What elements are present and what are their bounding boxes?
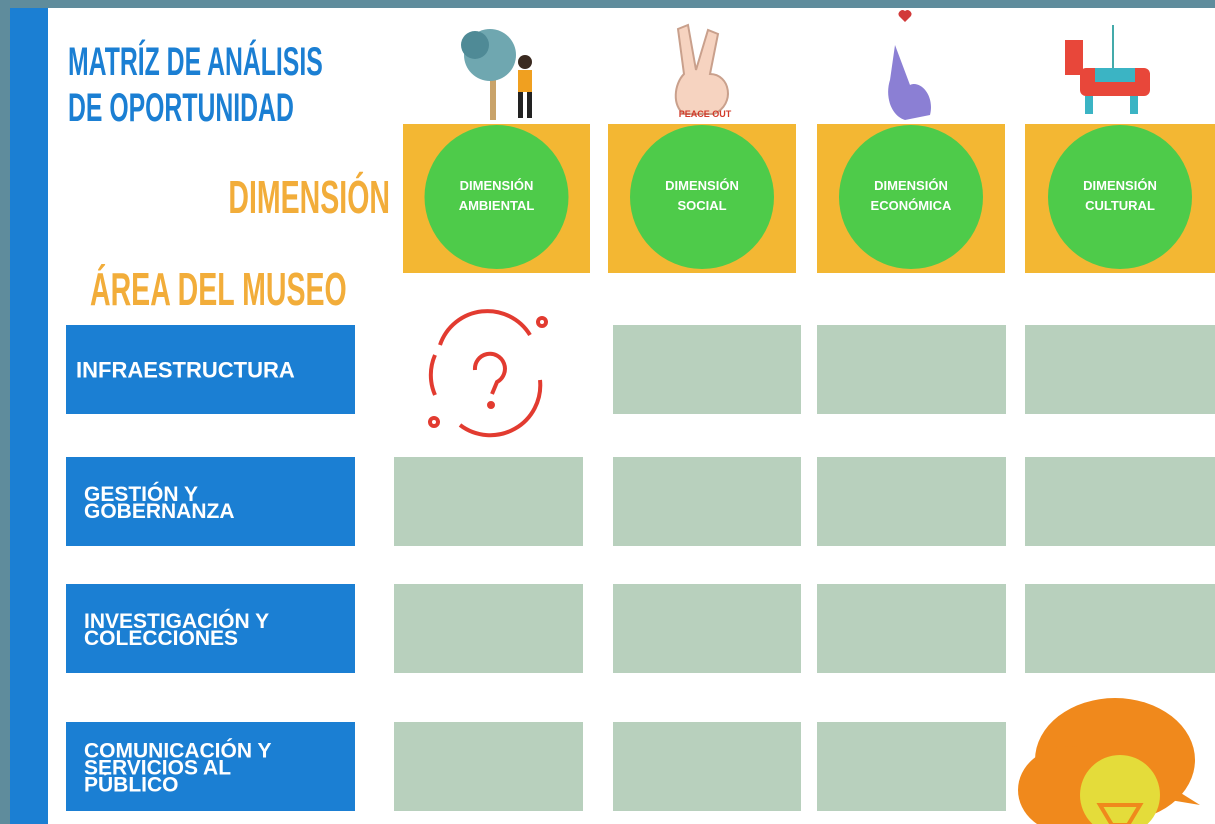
area-box (66, 584, 355, 673)
icon-tree (461, 29, 532, 120)
icon-label: PEACE OUT (679, 109, 732, 119)
area-label: PÚBLICO (84, 773, 179, 797)
dimension-label: DIMENSIÓN (460, 178, 534, 193)
icon-lightbulb (1018, 698, 1200, 824)
matrix-cell (394, 584, 583, 673)
matrix-cell (613, 325, 801, 414)
dimension-heading: DIMENSIÓN (228, 171, 390, 224)
dimension-circle (839, 125, 983, 269)
matrix-cell (394, 457, 583, 546)
area-label: INFRAESTRUCTURA (76, 358, 295, 383)
matrix-cell (817, 457, 1006, 546)
dimension-circle (630, 125, 774, 269)
title-line: MATRÍZ DE ANÁLISIS (68, 39, 323, 85)
matrix-cell (613, 457, 801, 546)
matrix-cell (1025, 325, 1215, 414)
dimension-label: DIMENSIÓN (874, 178, 948, 193)
dimension-label: SOCIAL (677, 198, 726, 213)
area-box (66, 325, 355, 414)
dimension-label: CULTURAL (1085, 198, 1155, 213)
dimension-label: ECONÓMICA (871, 198, 953, 213)
area-box (66, 457, 355, 546)
area-label: GOBERNANZA (84, 500, 235, 523)
dimension-label: DIMENSIÓN (1083, 178, 1157, 193)
matrix-cell (394, 722, 583, 811)
matrix-cell (817, 584, 1006, 673)
area-label: SERVICIOS AL (84, 757, 231, 780)
dimension-circle (1048, 125, 1192, 269)
side-bar (10, 8, 48, 824)
dimension-label: DIMENSIÓN (665, 178, 739, 193)
matrix-cell (1025, 584, 1215, 673)
dimension-label: AMBIENTAL (459, 198, 535, 213)
icon-peace: PEACE OUT (674, 23, 732, 119)
dimension-circle (424, 125, 569, 269)
icon-pinata (1065, 25, 1150, 114)
area-box (66, 722, 355, 811)
matrix-cell (1025, 457, 1215, 546)
icon-heart-hand (888, 10, 931, 120)
matrix-cell (817, 722, 1006, 811)
area-label: GESTIÓN Y (84, 482, 198, 506)
area-heading: ÁREA DEL MUSEO (90, 263, 347, 316)
area-label: COMUNICACIÓN Y (84, 739, 271, 763)
area-label: INVESTIGACIÓN Y (84, 609, 269, 633)
title-line: DE OPORTUNIDAD (68, 86, 294, 130)
matrix-cell (613, 722, 801, 811)
matrix-cell (817, 325, 1006, 414)
icon-question (428, 309, 548, 438)
matrix-cell (613, 584, 801, 673)
area-label: COLECCIONES (84, 627, 238, 650)
